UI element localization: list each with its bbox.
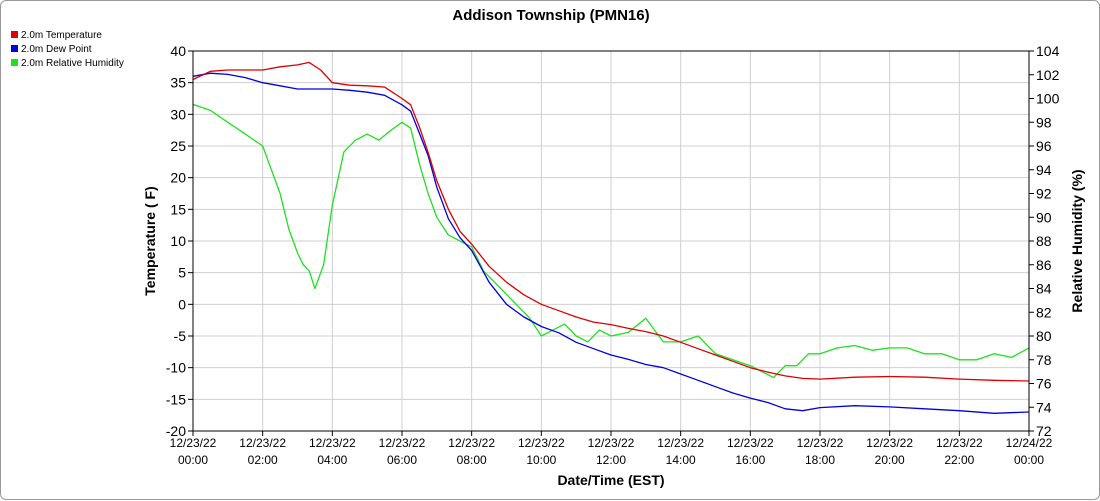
temperature-line <box>192 61 1030 382</box>
y-axis-title: Temperature ( F) <box>142 186 158 295</box>
y2-tick-label: 88 <box>1036 233 1052 249</box>
x-tick-label-time: 10:00 <box>526 453 556 467</box>
legend-swatch-dew-point <box>11 45 18 52</box>
y-tick-label: -20 <box>166 423 186 439</box>
y2-tick-label: 72 <box>1036 423 1052 439</box>
grid-lines <box>192 50 1030 432</box>
x-tick-label-time: 16:00 <box>735 453 765 467</box>
y-tick-label: -10 <box>166 360 186 376</box>
y2-tick-label: 84 <box>1036 281 1052 297</box>
legend-label-dew-point: 2.0m Dew Point <box>21 44 92 55</box>
y2-tick-label: 94 <box>1036 162 1052 178</box>
legend-label-temperature: 2.0m Temperature <box>21 30 102 41</box>
y2-tick-label: 104 <box>1036 43 1060 59</box>
y2-tick-label: 76 <box>1036 376 1052 392</box>
x-tick-label-date: 12/23/22 <box>936 436 983 450</box>
legend-swatch-relative-humidity <box>11 59 18 66</box>
y2-tick-label: 102 <box>1036 67 1060 83</box>
dew-point-line <box>192 72 1030 414</box>
x-tick-label-time: 22:00 <box>944 453 974 467</box>
y-axis-left: 40 35 30 25 20 15 10 5 0 -5 -10 -15 -20 <box>166 43 193 439</box>
y-tick-label: 25 <box>170 138 186 154</box>
y-tick-label: 20 <box>170 170 186 186</box>
x-axis: 12/23/22 00:00 12/23/22 02:00 12/23/22 04:00 1… <box>170 431 1053 467</box>
x-tick-label-date: 12/23/22 <box>170 436 217 450</box>
x-tick-label-time: 12:00 <box>596 453 626 467</box>
x-tick-label-date: 12/23/22 <box>239 436 286 450</box>
x-tick-label-date: 12/23/22 <box>309 436 356 450</box>
relative-humidity-line <box>192 103 1030 379</box>
y-tick-label: 30 <box>170 106 186 122</box>
y-tick-label: 40 <box>170 43 186 59</box>
y-tick-label: -15 <box>166 391 186 407</box>
x-tick-label-time: 08:00 <box>457 453 487 467</box>
x-tick-label-time: 14:00 <box>666 453 696 467</box>
y2-tick-label: 78 <box>1036 352 1052 368</box>
y-tick-label: 5 <box>178 265 186 281</box>
y-tick-label: 35 <box>170 75 186 91</box>
x-tick-label-date: 12/23/22 <box>448 436 495 450</box>
y2-axis-title: Relative Humidity (%) <box>1069 169 1085 312</box>
x-tick-label-date: 12/23/22 <box>727 436 774 450</box>
x-tick-label-date: 12/23/22 <box>379 436 426 450</box>
y2-tick-label: 100 <box>1036 91 1060 107</box>
x-tick-label-time: 00:00 <box>178 453 208 467</box>
y2-tick-label: 90 <box>1036 209 1052 225</box>
x-tick-label-date: 12/23/22 <box>588 436 635 450</box>
x-tick-label-date: 12/23/22 <box>797 436 844 450</box>
x-tick-label-time: 04:00 <box>317 453 347 467</box>
series-lines <box>192 61 1030 414</box>
x-tick-label-date: 12/24/22 <box>1006 436 1053 450</box>
y-tick-label: -5 <box>174 328 187 344</box>
y2-tick-label: 86 <box>1036 257 1052 273</box>
x-tick-label-time: 06:00 <box>387 453 417 467</box>
x-tick-label-date: 12/23/22 <box>518 436 565 450</box>
legend: 2.0m Temperature 2.0m Dew Point 2.0m Rel… <box>11 30 124 69</box>
y2-tick-label: 74 <box>1036 399 1052 415</box>
y-tick-label: 15 <box>170 201 186 217</box>
y2-tick-label: 82 <box>1036 304 1052 320</box>
x-tick-label-time: 18:00 <box>805 453 835 467</box>
x-tick-label-time: 02:00 <box>248 453 278 467</box>
x-tick-label-date: 12/23/22 <box>657 436 704 450</box>
legend-label-relative-humidity: 2.0m Relative Humidity <box>21 58 124 69</box>
y2-tick-label: 80 <box>1036 328 1052 344</box>
y-axis-right: 104 102 100 98 96 94 92 90 88 86 84 82 80 78 76 74 72 <box>1029 43 1060 439</box>
legend-swatch-temperature <box>11 31 18 38</box>
y2-tick-label: 92 <box>1036 186 1052 202</box>
x-axis-title: Date/Time (EST) <box>557 472 664 488</box>
y2-tick-label: 98 <box>1036 114 1052 130</box>
chart-title: Addison Township (PMN16) <box>452 7 649 24</box>
x-tick-label-time: 20:00 <box>875 453 905 467</box>
y2-tick-label: 96 <box>1036 138 1052 154</box>
x-tick-label-time: 00:00 <box>1014 453 1044 467</box>
y-tick-label: 0 <box>178 296 186 312</box>
y-tick-label: 10 <box>170 233 186 249</box>
x-tick-label-date: 12/23/22 <box>866 436 913 450</box>
